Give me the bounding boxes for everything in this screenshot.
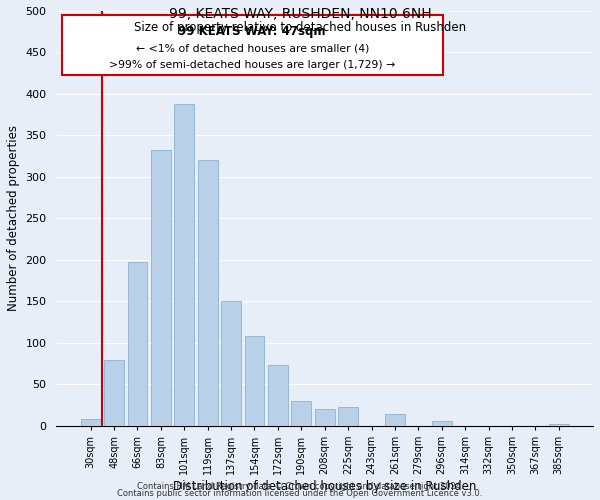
Bar: [315, 410, 335, 426]
Bar: [268, 366, 288, 426]
Y-axis label: Number of detached properties: Number of detached properties: [7, 126, 20, 312]
Bar: [104, 360, 124, 426]
Bar: [128, 262, 148, 426]
Text: Contains HM Land Registry data © Crown copyright and database right 2024.: Contains HM Land Registry data © Crown c…: [137, 482, 463, 491]
Text: >99% of semi-detached houses are larger (1,729) →: >99% of semi-detached houses are larger …: [109, 60, 395, 70]
Text: Size of property relative to detached houses in Rushden: Size of property relative to detached ho…: [134, 21, 466, 34]
Bar: [338, 407, 358, 426]
Text: 99 KEATS WAY: 47sqm: 99 KEATS WAY: 47sqm: [178, 26, 326, 38]
Text: 99, KEATS WAY, RUSHDEN, NN10 6NH: 99, KEATS WAY, RUSHDEN, NN10 6NH: [169, 8, 431, 22]
Bar: [292, 401, 311, 426]
X-axis label: Distribution of detached houses by size in Rushden: Distribution of detached houses by size …: [173, 480, 476, 493]
Bar: [221, 300, 241, 426]
Text: Contains public sector information licensed under the Open Government Licence v3: Contains public sector information licen…: [118, 490, 482, 498]
FancyBboxPatch shape: [62, 15, 443, 76]
Bar: [81, 420, 101, 426]
Bar: [432, 421, 452, 426]
Bar: [385, 414, 405, 426]
Bar: [245, 336, 265, 426]
Bar: [151, 150, 171, 426]
Bar: [175, 104, 194, 426]
Bar: [198, 160, 218, 426]
Text: ← <1% of detached houses are smaller (4): ← <1% of detached houses are smaller (4): [136, 44, 369, 54]
Bar: [549, 424, 569, 426]
